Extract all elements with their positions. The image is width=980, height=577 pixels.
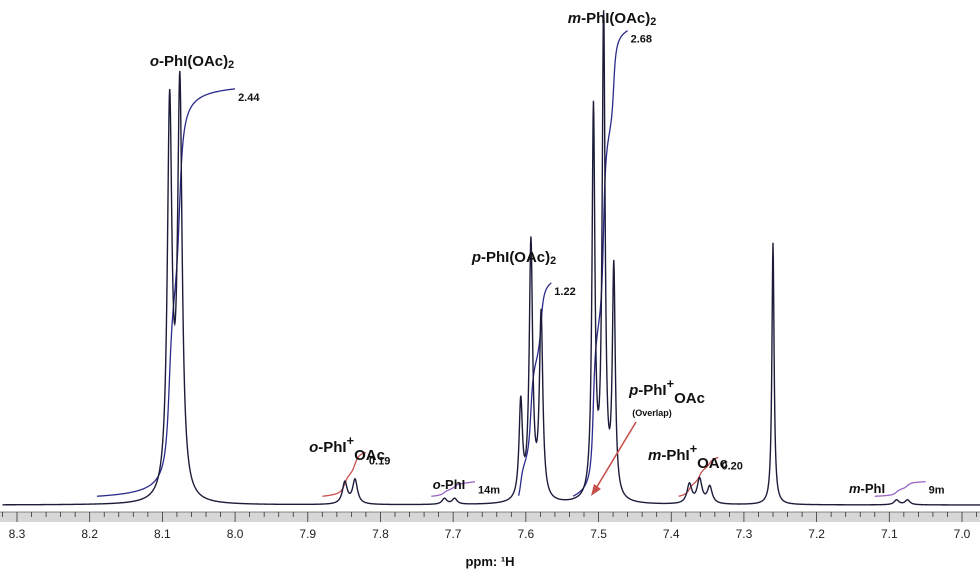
spectrum-line [2, 10, 980, 506]
overlap-arrow [594, 421, 637, 491]
peak-annotation: o-PhI+OAc [309, 433, 385, 464]
integral-values: 2.44 0.19 14m 1.22 2.68 0.20 9m [238, 34, 945, 497]
peak-annotation: m-PhI [849, 481, 885, 496]
peak-annotations: o-PhI(OAc)2 m-PhI(OAc)2 p-PhI(OAc)2 o-PhI+O… [150, 10, 885, 496]
overlap-note: (Overlap) [632, 408, 672, 418]
integral-value: 1.22 [554, 286, 575, 298]
integral-value: 14m [478, 485, 500, 497]
x-tick-label: 7.5 [590, 527, 607, 541]
integral-value: 2.68 [631, 34, 652, 46]
integral-curve [572, 30, 628, 497]
x-tick-label: 8.2 [81, 527, 98, 541]
x-tick-label: 7.8 [372, 527, 389, 541]
x-axis: 8.3 8.2 8.1 8.0 7.9 7.8 7.7 7.6 7.5 7.4 7.3 7.2 7.1 7… [0, 511, 980, 541]
x-tick-label: 8.0 [227, 527, 244, 541]
peak-annotation: p-PhI+OAc [628, 376, 705, 407]
x-axis-label: ppm: ¹H [465, 554, 514, 569]
integral-value: 2.44 [238, 92, 260, 104]
integral-curve [874, 481, 926, 497]
x-tick-label: 8.1 [154, 527, 171, 541]
peak-annotation: m-PhI(OAc)2 [568, 10, 657, 28]
peak-annotation: o-PhI(OAc)2 [150, 53, 234, 71]
peak-annotation: o-PhI [433, 477, 466, 492]
x-tick-label: 7.4 [663, 527, 680, 541]
axis-bar [0, 512, 980, 522]
x-tick-label: 7.3 [736, 527, 753, 541]
x-tick-label: 8.3 [9, 527, 26, 541]
x-tick-label: 7.1 [881, 527, 898, 541]
peak-annotation: p-PhI(OAc)2 [471, 249, 556, 267]
integral-value: 0.19 [369, 456, 390, 468]
x-tick-label: 7.0 [954, 527, 971, 541]
integral-curve [431, 481, 476, 497]
integral-curve [96, 88, 236, 497]
x-tick-label: 7.6 [518, 527, 535, 541]
overlap-arrowhead [591, 484, 601, 496]
x-tick-label: 7.2 [808, 527, 825, 541]
peak-annotation: m-PhI+OAc [648, 441, 728, 472]
integral-curve [517, 282, 552, 496]
integral-value: 0.20 [721, 460, 742, 472]
x-tick-label: 7.9 [299, 527, 316, 541]
integral-value: 9m [929, 485, 945, 497]
x-tick-label: 7.7 [445, 527, 462, 541]
